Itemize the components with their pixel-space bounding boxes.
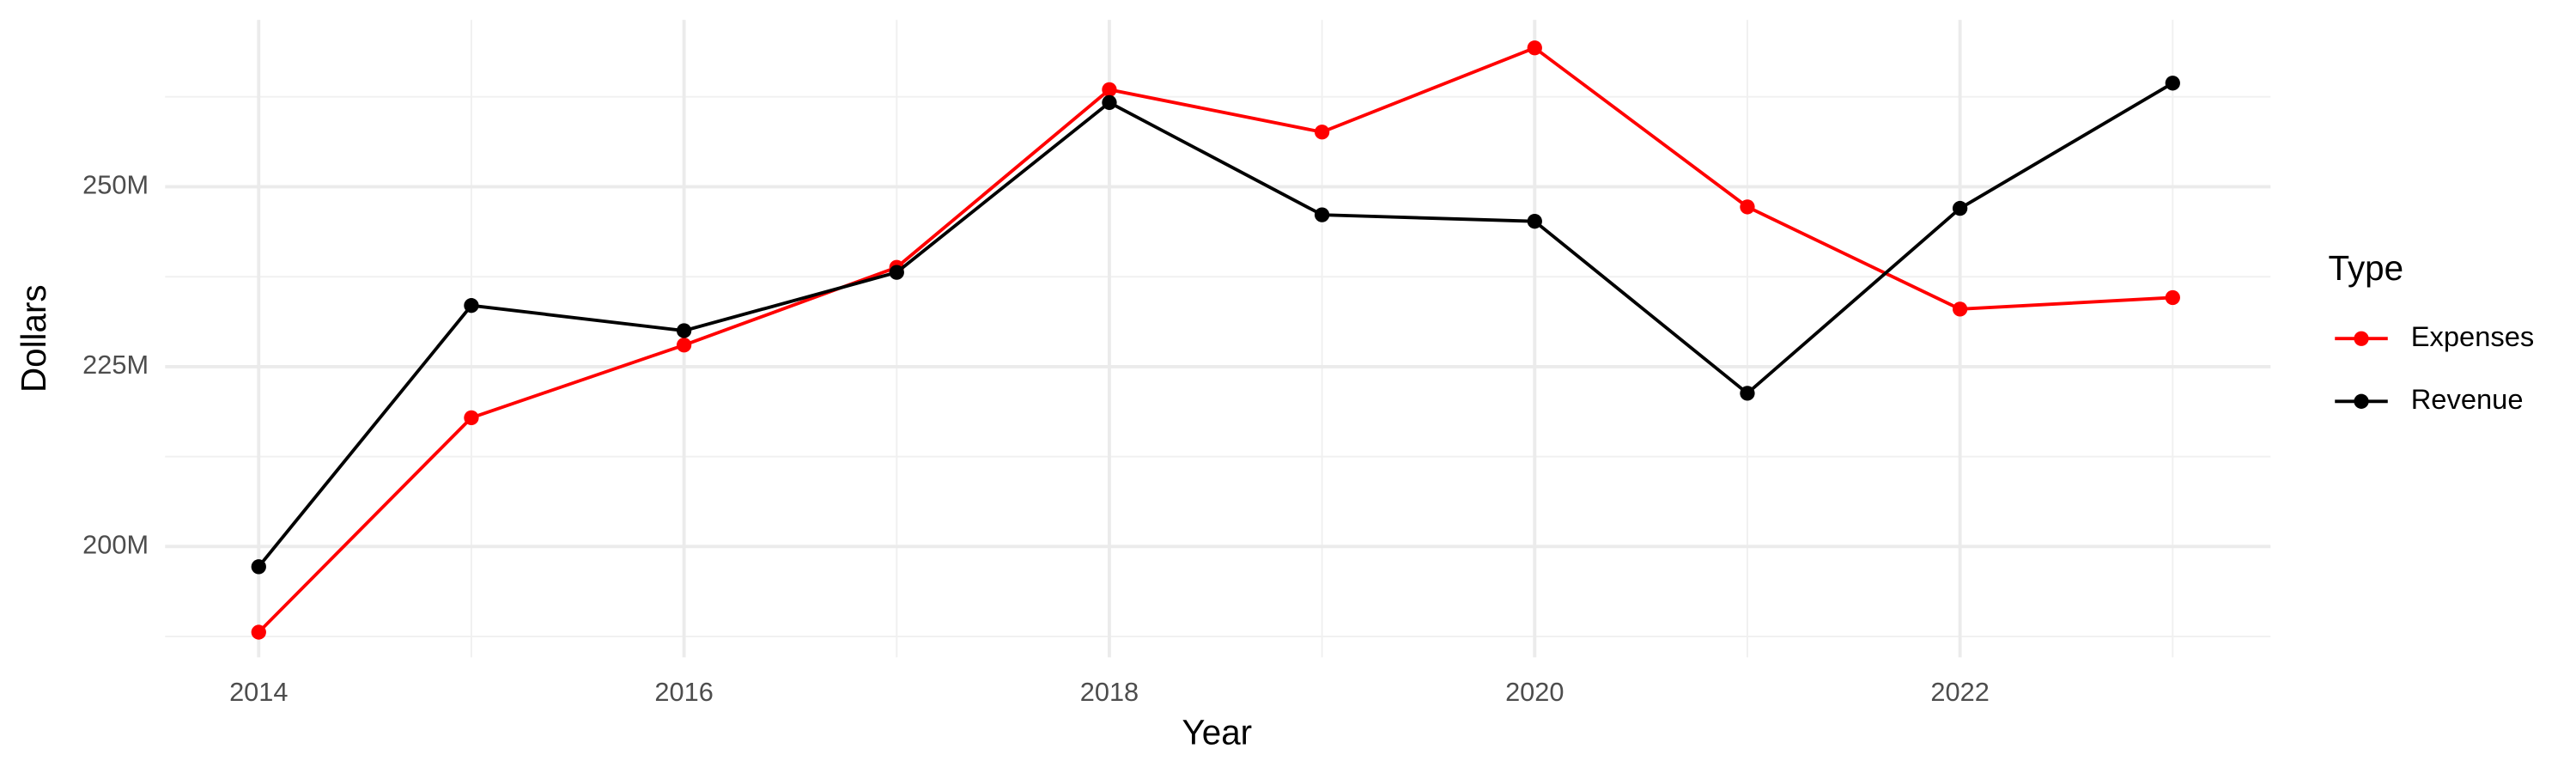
x-tick-label: 2016 [654, 677, 713, 707]
data-point [889, 265, 904, 280]
x-axis-title: Year [1182, 712, 1253, 752]
x-tick-label: 2018 [1080, 677, 1139, 707]
x-tick-label: 2022 [1930, 677, 1989, 707]
data-point [676, 338, 692, 353]
data-point [1527, 214, 1542, 229]
data-point [676, 323, 692, 338]
data-point [2165, 76, 2180, 91]
data-point [464, 298, 479, 313]
data-point [251, 559, 266, 575]
data-point [1527, 40, 1542, 56]
data-point [1314, 125, 1330, 140]
legend-key-point [2354, 393, 2369, 409]
legend-title: Type [2329, 248, 2404, 288]
legend-label: Expenses [2411, 320, 2535, 352]
data-point [464, 410, 479, 426]
data-point [1740, 386, 1755, 401]
series-line [257, 46, 2173, 634]
y-axis-title: Dollars [14, 284, 53, 393]
x-tick-label: 2014 [229, 677, 288, 707]
data-point [1102, 82, 1117, 97]
legend-label: Revenue [2411, 383, 2524, 415]
data-point [251, 624, 266, 640]
data-point [1314, 207, 1330, 222]
data-point [1102, 94, 1117, 111]
y-tick-label: 250M [82, 170, 149, 200]
data-point [1952, 301, 1968, 317]
data-point [1740, 199, 1755, 215]
series-line [257, 82, 2174, 569]
y-tick-label: 225M [82, 350, 149, 380]
data-point [2165, 289, 2180, 306]
data-point [1952, 200, 1968, 216]
y-tick-label: 200M [82, 529, 149, 559]
legend-key-point [2354, 331, 2369, 346]
x-tick-label: 2020 [1505, 677, 1564, 707]
